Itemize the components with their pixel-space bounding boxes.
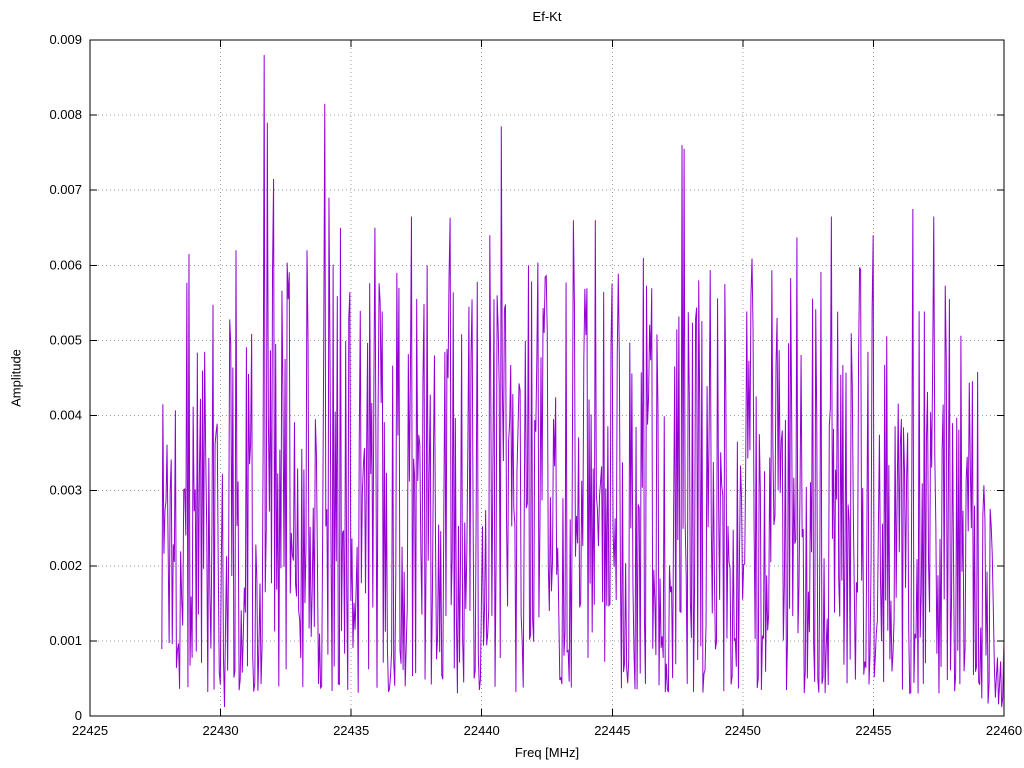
x-tick-label: 22450 bbox=[725, 723, 761, 738]
y-tick-label: 0.004 bbox=[49, 408, 82, 423]
x-tick-label: 22440 bbox=[464, 723, 500, 738]
chart-title: Ef-Kt bbox=[532, 9, 562, 24]
x-tick-label: 22460 bbox=[986, 723, 1022, 738]
series-line-ef-kt bbox=[161, 55, 1005, 708]
y-tick-label: 0 bbox=[75, 708, 82, 723]
y-tick-label: 0.002 bbox=[49, 558, 82, 573]
x-tick-label: 22435 bbox=[333, 723, 369, 738]
y-tick-label: 0.001 bbox=[49, 633, 82, 648]
x-axis-label: Freq [MHz] bbox=[514, 745, 580, 760]
x-tick-label: 22455 bbox=[855, 723, 891, 738]
y-tick-label: 0.003 bbox=[49, 483, 82, 498]
y-axis-label: Amplitude bbox=[8, 349, 24, 407]
x-tick-label: 22430 bbox=[202, 723, 238, 738]
x-tick-label: 22445 bbox=[594, 723, 630, 738]
y-tick-label: 0.008 bbox=[49, 107, 82, 122]
y-tick-label: 0.006 bbox=[49, 257, 82, 272]
y-tick-label: 0.007 bbox=[49, 182, 82, 197]
plot-border bbox=[89, 39, 1005, 717]
x-tick-label: 22425 bbox=[72, 723, 108, 738]
y-tick-label: 0.009 bbox=[49, 32, 82, 47]
y-tick-label: 0.005 bbox=[49, 332, 82, 347]
